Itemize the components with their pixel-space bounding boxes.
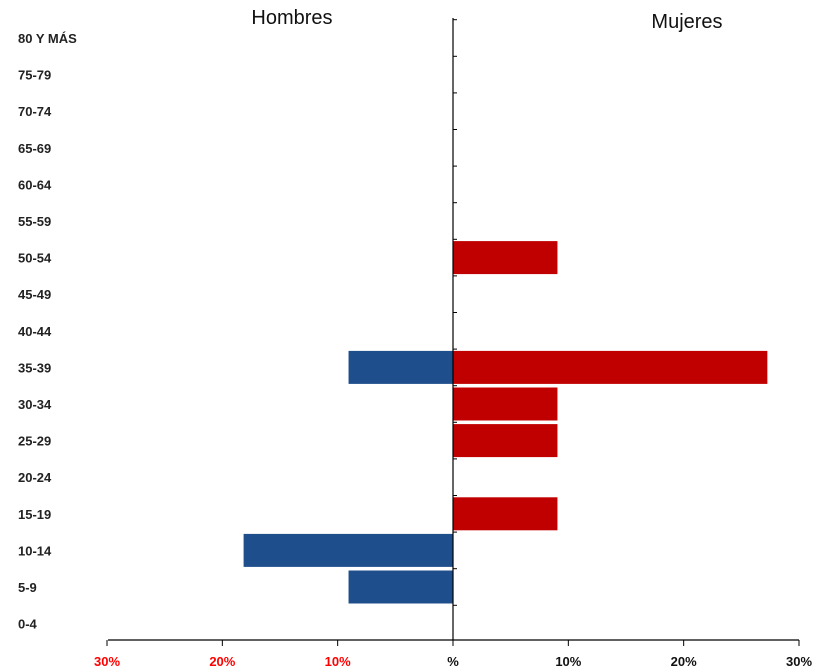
age-group-label: 10-14 — [18, 543, 52, 558]
labels-layer: 80 Y MÁS 75-79 70-74 65-69 60-64 55-59 50-54 45… — [18, 31, 812, 669]
female-bar — [452, 496, 559, 532]
age-group-label: 45-49 — [18, 287, 51, 302]
age-group-label: 0-4 — [18, 617, 38, 632]
left-group-label: Hombres — [251, 7, 332, 29]
female-bar — [452, 240, 559, 276]
age-group-label: 40-44 — [18, 324, 52, 339]
age-group-label: 20-24 — [18, 470, 52, 485]
age-group-label: 5-9 — [18, 580, 37, 595]
x-tick-label: 10% — [555, 654, 581, 669]
x-tick-label: 20% — [671, 654, 697, 669]
age-group-label: 50-54 — [18, 251, 52, 266]
female-bar — [452, 423, 559, 459]
male-bar — [347, 569, 454, 605]
age-group-label: 55-59 — [18, 214, 51, 229]
female-bar — [452, 349, 769, 385]
age-group-label: 70-74 — [18, 104, 52, 119]
right-group-label: Mujeres — [651, 11, 722, 33]
ticks-layer — [106, 19, 800, 646]
age-group-label: 25-29 — [18, 434, 51, 449]
x-tick-label: 30% — [786, 654, 812, 669]
bars-layer — [242, 240, 769, 605]
x-tick-label: 20% — [209, 654, 235, 669]
x-tick-label: % — [447, 654, 459, 669]
age-group-label: 15-19 — [18, 507, 51, 522]
age-group-label: 30-34 — [18, 397, 52, 412]
x-tick-label: 30% — [94, 654, 120, 669]
female-bar — [452, 386, 559, 422]
age-group-label: 60-64 — [18, 177, 52, 192]
age-group-label: 65-69 — [18, 141, 51, 156]
age-group-label: 75-79 — [18, 68, 51, 83]
age-group-label: 35-39 — [18, 360, 51, 375]
axes-layer — [108, 18, 799, 641]
male-bar — [242, 532, 454, 568]
male-bar — [347, 349, 454, 385]
age-group-label: 80 Y MÁS — [18, 31, 77, 46]
x-tick-label: 10% — [325, 654, 351, 669]
